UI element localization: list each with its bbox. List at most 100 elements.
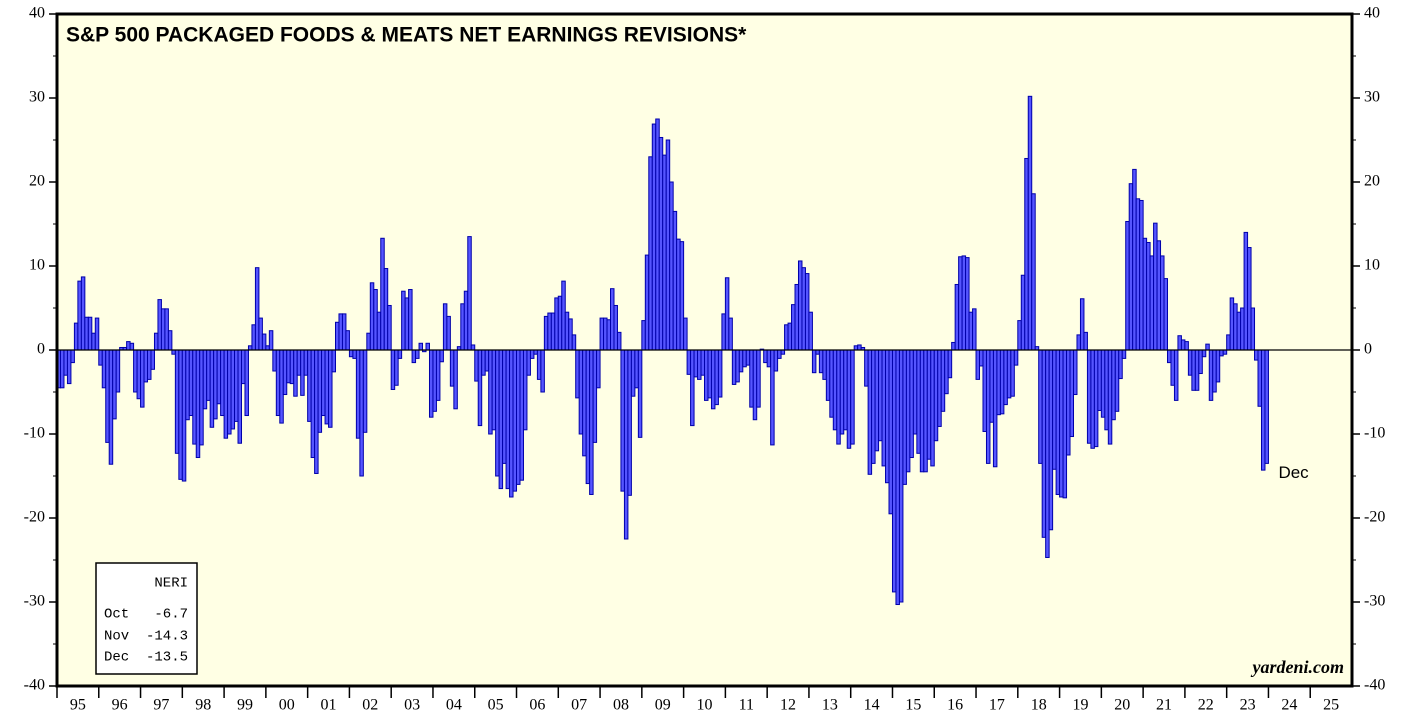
x-tick-label: 03 [404, 697, 420, 714]
bar [568, 318, 573, 351]
bar [902, 349, 907, 485]
bar [937, 349, 942, 427]
bar [1250, 307, 1256, 351]
bar [136, 349, 142, 400]
bar [519, 349, 524, 481]
bar [1006, 349, 1012, 399]
bar [387, 304, 392, 351]
bar [481, 349, 486, 376]
bar [1052, 349, 1057, 470]
bar [996, 349, 1001, 416]
bar [888, 349, 893, 515]
bar [101, 349, 107, 389]
bar [881, 349, 887, 467]
bar [791, 304, 796, 351]
bar [390, 349, 396, 390]
bar [394, 349, 399, 386]
bar [582, 349, 587, 457]
bar [275, 349, 281, 417]
bar [919, 349, 925, 473]
bar [829, 349, 834, 418]
bar [404, 297, 410, 351]
bar [209, 349, 215, 428]
bar [554, 297, 559, 351]
bar [585, 349, 591, 485]
bar [683, 317, 688, 351]
bar [885, 349, 890, 484]
bar [1017, 320, 1022, 351]
bar [1128, 183, 1134, 351]
bar [1166, 349, 1172, 364]
bar [773, 349, 779, 372]
x-tick-label: 08 [613, 697, 629, 714]
bar [846, 349, 852, 449]
bar [449, 349, 455, 387]
bar [150, 349, 155, 370]
bar [164, 308, 169, 351]
bar [1066, 349, 1071, 456]
bar [818, 349, 824, 374]
legend-value: -6.7 [154, 607, 188, 623]
x-tick-label: 24 [1281, 697, 1297, 714]
bar [954, 283, 960, 351]
bar [575, 349, 580, 399]
bar [1111, 349, 1116, 421]
bar [73, 322, 79, 351]
bar [460, 303, 465, 351]
bar [543, 315, 549, 351]
bar [1243, 231, 1249, 351]
bar [665, 139, 671, 351]
x-tick-label: 12 [780, 697, 796, 714]
bar [1226, 334, 1231, 351]
legend-month: Dec [104, 650, 129, 666]
bar [968, 311, 974, 351]
bar [1020, 274, 1026, 351]
bar [157, 299, 162, 351]
bar [749, 349, 754, 408]
bar [491, 349, 497, 431]
bar [721, 313, 726, 351]
bar [669, 181, 674, 351]
legend-month: Nov [104, 629, 129, 645]
bar [185, 349, 190, 421]
bar [1142, 237, 1148, 351]
bar [331, 349, 336, 373]
bar [1173, 349, 1179, 401]
chart-title: S&P 500 PACKAGED FOODS & MEATS NET EARNI… [66, 24, 747, 47]
bar [613, 304, 618, 351]
bar [557, 295, 563, 351]
legend-value: -14.3 [146, 629, 188, 645]
bar [930, 349, 935, 467]
x-tick-label: 07 [571, 697, 587, 714]
bar [770, 349, 775, 446]
bar [1153, 222, 1158, 351]
bar [658, 136, 664, 351]
bar [59, 349, 65, 389]
bar [965, 257, 970, 351]
x-tick-label: 20 [1114, 697, 1130, 714]
bar [143, 349, 149, 383]
bar [905, 349, 911, 473]
bar [171, 349, 176, 355]
bar [606, 319, 612, 351]
bar [1062, 349, 1068, 499]
bar [797, 260, 803, 351]
bar [498, 349, 504, 490]
bar [564, 311, 570, 351]
bar [227, 349, 232, 435]
bar [505, 349, 511, 490]
bar [84, 316, 89, 351]
bar [763, 349, 768, 364]
bar [529, 349, 535, 359]
bar [1038, 349, 1043, 464]
bar [470, 344, 476, 351]
y2-tick-label: 30 [1364, 89, 1380, 106]
bar [1045, 349, 1050, 558]
y-tick-label: -30 [24, 593, 45, 610]
bar [373, 289, 378, 351]
bar [216, 349, 222, 405]
bar [220, 349, 225, 417]
bar [1170, 349, 1175, 386]
x-tick-label: 09 [655, 697, 671, 714]
y2-tick-label: -30 [1364, 593, 1385, 610]
